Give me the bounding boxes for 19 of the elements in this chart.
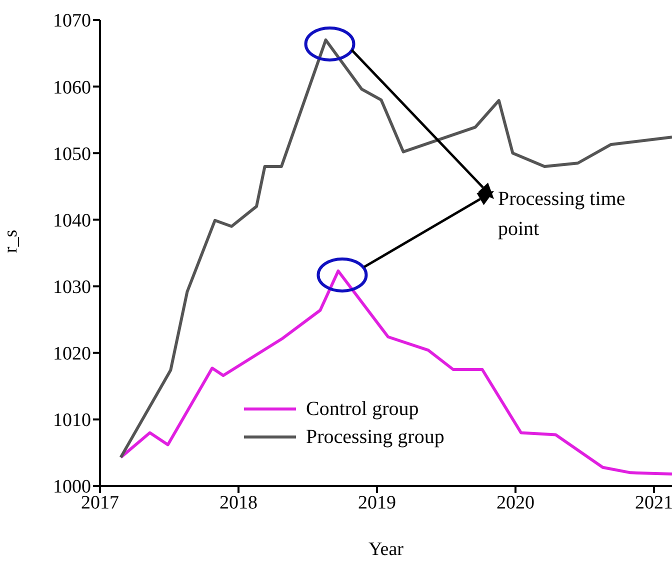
- x-tick-label: 2018: [220, 492, 258, 514]
- legend-label: Control group: [306, 398, 419, 420]
- line-series: [119, 269, 672, 476]
- annotation: Processing time point: [498, 187, 626, 242]
- y-tick-label: 1010: [53, 410, 91, 432]
- x-tick-label: 2021: [634, 492, 672, 514]
- y-tick-label: 1040: [53, 210, 91, 232]
- line-series: [119, 38, 672, 459]
- y-axis-title: r_s: [0, 230, 22, 253]
- x-tick-label: 2019: [358, 492, 396, 514]
- y-tick-label: 1070: [53, 10, 91, 32]
- x-tick-label: 2017: [81, 492, 119, 514]
- x-axis-title: Year: [368, 539, 404, 560]
- legend-label: Processing group: [306, 426, 444, 448]
- y-tick-label: 1050: [53, 144, 91, 165]
- y-tick-label: 1030: [53, 277, 91, 298]
- y-tick-label: 1060: [53, 77, 91, 98]
- x-tick-label: 2020: [496, 492, 534, 514]
- y-tick-label: 1020: [53, 344, 91, 365]
